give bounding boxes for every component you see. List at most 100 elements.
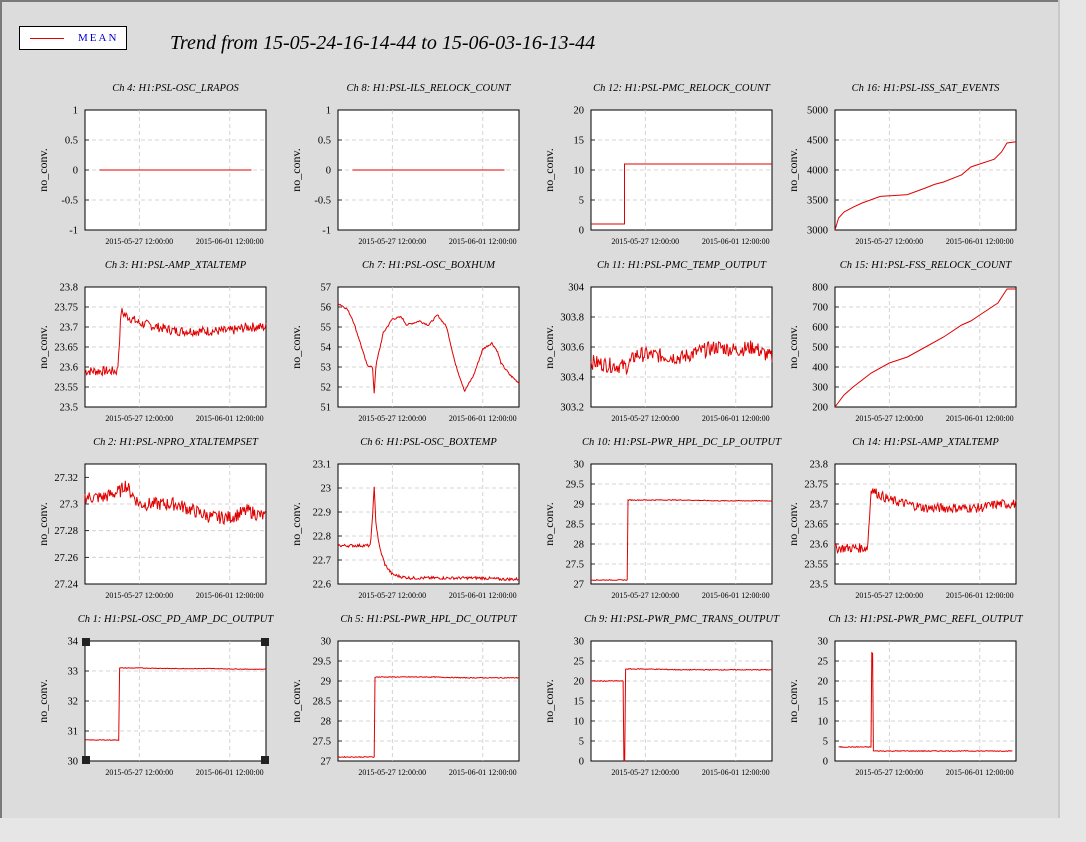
y-tick-label: 500	[812, 343, 828, 354]
y-tick-label: -0.5	[61, 196, 78, 207]
y-tick-label: 0	[823, 757, 828, 768]
y-axis-label: no_conv.	[542, 148, 556, 192]
chart-title: Ch 14: H1:PSL-AMP_XTALTEMP	[852, 437, 999, 448]
legend-label: MEAN	[78, 32, 119, 44]
y-tick-label: 27.3	[60, 500, 78, 511]
y-axis-label: no_conv.	[289, 502, 303, 546]
y-tick-label: 23.55	[804, 560, 828, 571]
y-tick-label: 23.75	[804, 480, 828, 491]
x-tick-label: 2015-05-27 12:00:00	[358, 237, 426, 246]
chart-title: Ch 8: H1:PSL-ILS_RELOCK_COUNT	[347, 83, 512, 94]
y-tick-label: 15	[818, 697, 829, 708]
x-tick-label: 2015-06-01 12:00:00	[449, 414, 517, 423]
page-title: Trend from 15-05-24-16-14-44 to 15-06-03…	[170, 32, 596, 54]
y-tick-label: 20	[574, 677, 585, 688]
series-line	[337, 486, 520, 582]
y-tick-label: 0	[326, 166, 331, 177]
y-tick-label: 304	[568, 283, 585, 294]
x-tick-label: 2015-06-01 12:00:00	[196, 237, 264, 246]
y-tick-label: 30	[68, 757, 79, 768]
chart-title: Ch 13: H1:PSL-PWR_PMC_REFL_OUTPUT	[828, 614, 1023, 625]
plot-area	[590, 463, 773, 585]
y-tick-label: -1	[322, 226, 331, 237]
y-tick-label: 4500	[807, 136, 828, 147]
chart-panel: Ch 13: H1:PSL-PWR_PMC_REFL_OUTPUT 0 5 10 15 2…	[786, 614, 1024, 777]
y-tick-label: 0	[579, 757, 584, 768]
y-tick-label: 28.5	[566, 520, 584, 531]
y-tick-label: 29	[321, 677, 332, 688]
y-tick-label: 30	[574, 637, 585, 648]
y-tick-label: 22.6	[313, 580, 331, 591]
y-tick-label: 700	[812, 303, 828, 314]
y-axis-label: no_conv.	[289, 679, 303, 723]
y-tick-label: 27	[321, 757, 332, 768]
y-tick-label: 600	[812, 323, 828, 334]
chart-title: Ch 1: H1:PSL-OSC_PD_AMP_DC_OUTPUT	[78, 614, 275, 625]
y-axis-label: no_conv.	[542, 502, 556, 546]
y-tick-label: 5	[579, 196, 584, 207]
y-tick-label: 31	[68, 727, 79, 738]
chart-panel: Ch 7: H1:PSL-OSC_BOXHUM 51 52 53 54 55 56 57 201…	[289, 260, 520, 423]
x-tick-label: 2015-05-27 12:00:00	[611, 768, 679, 777]
y-tick-label: 300	[812, 383, 828, 394]
series-line	[84, 667, 267, 741]
x-tick-label: 2015-05-27 12:00:00	[105, 768, 173, 777]
y-tick-label: 25	[574, 657, 585, 668]
y-tick-label: 23.1	[313, 460, 331, 471]
chart-title: Ch 15: H1:PSL-FSS_RELOCK_COUNT	[840, 260, 1013, 271]
y-tick-label: 56	[321, 303, 332, 314]
x-tick-label: 2015-05-27 12:00:00	[855, 414, 923, 423]
y-tick-label: 55	[321, 323, 332, 334]
y-tick-label: 27.5	[566, 560, 584, 571]
y-axis-label: no_conv.	[289, 148, 303, 192]
y-axis-label: no_conv.	[36, 502, 50, 546]
chart-panel: Ch 11: H1:PSL-PMC_TEMP_OUTPUT 303.2 303.4 3…	[542, 260, 773, 423]
y-tick-label: 23.7	[810, 500, 828, 511]
x-tick-label: 2015-06-01 12:00:00	[946, 768, 1014, 777]
y-tick-label: 303.6	[560, 343, 584, 354]
charts-grid: Ch 4: H1:PSL-OSC_LRAPOS-1-0.500.512015-0…	[36, 83, 1024, 777]
y-tick-label: 32	[68, 697, 79, 708]
chart-title: Ch 2: H1:PSL-NPRO_XTALTEMPSET	[93, 437, 259, 448]
chart-panel: Ch 5: H1:PSL-PWR_HPL_DC_OUTPUT 27 27.5 28 28…	[289, 614, 520, 777]
legend: MEAN	[19, 26, 127, 50]
x-tick-label: 2015-05-27 12:00:00	[611, 237, 679, 246]
y-tick-label: 3000	[807, 226, 828, 237]
x-tick-label: 2015-05-27 12:00:00	[105, 237, 173, 246]
y-tick-label: 28	[574, 540, 585, 551]
series-line	[591, 163, 772, 225]
x-tick-label: 2015-06-01 12:00:00	[196, 414, 264, 423]
x-tick-label: 2015-06-01 12:00:00	[196, 591, 264, 600]
y-axis-label: no_conv.	[542, 325, 556, 369]
x-tick-label: 2015-06-01 12:00:00	[449, 591, 517, 600]
y-tick-label: -1	[69, 226, 78, 237]
x-tick-label: 2015-05-27 12:00:00	[611, 591, 679, 600]
y-tick-label: 303.2	[560, 403, 584, 414]
y-tick-label: 0.5	[318, 136, 331, 147]
plot-area	[834, 109, 1017, 231]
y-tick-label: 23.5	[810, 580, 828, 591]
window-separator	[1058, 0, 1060, 818]
series-line	[590, 498, 773, 581]
y-tick-label: 23.8	[810, 460, 828, 471]
y-tick-label: 51	[321, 403, 332, 414]
y-tick-label: 15	[574, 136, 585, 147]
chart-panel: Ch 16: H1:PSL-ISS_SAT_EVENTS 3000 3500 4000…	[786, 83, 1017, 246]
chart-title: Ch 7: H1:PSL-OSC_BOXHUM	[362, 260, 496, 271]
y-tick-label: 52	[321, 383, 332, 394]
selection-handle	[261, 638, 269, 646]
y-tick-label: 27.28	[54, 526, 78, 537]
y-tick-label: 5	[579, 737, 584, 748]
y-axis-label: no_conv.	[786, 325, 800, 369]
y-tick-label: 23.7	[60, 323, 78, 334]
y-tick-label: 30	[574, 460, 585, 471]
x-tick-label: 2015-06-01 12:00:00	[946, 414, 1014, 423]
y-tick-label: 400	[812, 363, 828, 374]
plot-area	[84, 463, 267, 585]
y-tick-label: 27.26	[54, 553, 78, 564]
plot-area	[337, 286, 520, 408]
y-tick-label: 5	[823, 737, 828, 748]
chart-title: Ch 12: H1:PSL-PMC_RELOCK_COUNT	[593, 83, 771, 94]
chart-title: Ch 16: H1:PSL-ISS_SAT_EVENTS	[852, 83, 1001, 94]
y-axis-label: no_conv.	[786, 502, 800, 546]
